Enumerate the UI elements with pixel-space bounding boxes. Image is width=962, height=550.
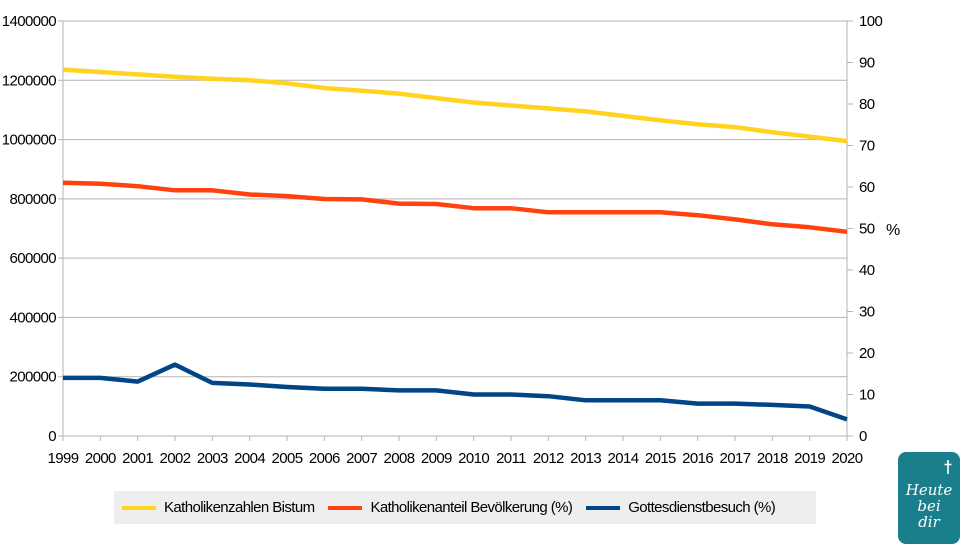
x-tick-label: 2006	[309, 450, 340, 467]
x-tick-label: 2004	[234, 450, 265, 467]
x-tick-label: 2009	[421, 450, 452, 467]
legend-label-katholikenanteil: Katholikenanteil Bevölkerung (%)	[370, 499, 573, 516]
y-left-tick-label: 1000000	[2, 132, 56, 149]
y-right-tick-label: 10	[859, 387, 875, 404]
x-tick-label: 2011	[496, 450, 526, 467]
right-axis-unit: %	[886, 222, 900, 239]
y-right-tick-label: 30	[859, 304, 875, 321]
legend-item-katholikenanteil: Katholikenanteil Bevölkerung (%)	[328, 499, 573, 516]
y-left-tick-label: 200000	[10, 369, 57, 386]
legend: Katholikenzahlen Bistum Katholikenanteil…	[114, 491, 816, 524]
logo-text: Heute bei dir	[905, 481, 953, 531]
x-tick-label: 2001	[122, 450, 153, 467]
legend-swatch-katholikenzahlen	[122, 505, 156, 510]
x-tick-label: 2018	[757, 450, 788, 467]
cross-icon	[944, 460, 952, 474]
axes	[58, 20, 853, 441]
y-right-tick-label: 70	[859, 138, 875, 155]
y-right-tick-label: 0	[859, 428, 867, 445]
y-left-tick-label: 1400000	[2, 13, 56, 30]
x-tick-label: 2019	[794, 450, 825, 467]
x-tick-label: 2020	[832, 450, 863, 467]
x-tick-label: 2010	[458, 450, 489, 467]
y-left-tick-label: 600000	[10, 250, 57, 267]
chart: 0 200000 400000 600000 800000 1000000 1200000 1…	[2, 13, 900, 467]
y-right-tick-label: 100	[859, 13, 882, 30]
y-left-tick-label: 0	[48, 428, 56, 445]
series-line-gottesdienstbesuch	[63, 362, 848, 422]
legend-label-gottesdienstbesuch: Gottesdienstbesuch (%)	[628, 499, 776, 516]
tick-labels: 0 200000 400000 600000 800000 1000000 1200000 1…	[2, 13, 883, 467]
legend-item-gottesdienstbesuch: Gottesdienstbesuch (%)	[586, 499, 776, 516]
y-left-tick-label: 1200000	[2, 72, 56, 89]
y-right-tick-label: 80	[859, 96, 875, 113]
x-tick-label: 2003	[197, 450, 228, 467]
x-tick-label: 1999	[48, 450, 79, 467]
y-right-tick-label: 60	[859, 179, 875, 196]
x-tick-label: 2007	[346, 450, 377, 467]
x-tick-label: 2012	[533, 450, 564, 467]
legend-item-katholikenzahlen: Katholikenzahlen Bistum	[122, 499, 315, 516]
legend-label-katholikenzahlen: Katholikenzahlen Bistum	[164, 499, 315, 516]
y-left-tick-label: 800000	[10, 191, 57, 208]
legend-swatch-katholikenanteil	[328, 505, 363, 510]
y-right-tick-label: 50	[859, 221, 875, 238]
x-tick-label: 2008	[384, 450, 415, 467]
y-right-tick-label: 40	[859, 262, 875, 279]
series-lines	[62, 67, 848, 422]
gridlines	[63, 20, 847, 437]
y-right-tick-label: 20	[859, 345, 875, 362]
x-tick-label: 2017	[720, 450, 751, 467]
series-line-katholikenzahlen	[62, 67, 848, 144]
x-tick-label: 2015	[645, 450, 676, 467]
x-tick-label: 2016	[682, 450, 713, 467]
y-right-tick-label: 90	[859, 55, 875, 72]
x-tick-label: 2000	[85, 450, 116, 467]
series-line-katholikenanteil	[62, 180, 848, 235]
x-tick-label: 2005	[272, 450, 303, 467]
x-tick-label: 2014	[608, 450, 639, 467]
x-tick-label: 2002	[160, 450, 191, 467]
y-left-tick-label: 400000	[10, 309, 57, 326]
legend-swatch-gottesdienstbesuch	[586, 505, 621, 510]
x-tick-label: 2013	[570, 450, 601, 467]
heute-bei-dir-logo: Heute bei dir	[898, 452, 960, 544]
